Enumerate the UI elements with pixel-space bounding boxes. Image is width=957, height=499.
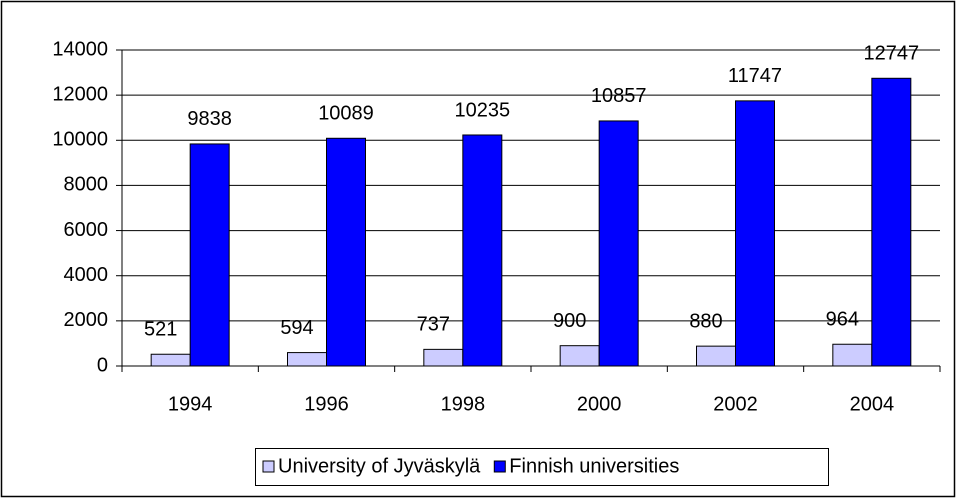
bar bbox=[559, 345, 600, 367]
legend-label: Finnish universities bbox=[509, 455, 679, 477]
x-tick-label: 2000 bbox=[577, 393, 622, 415]
legend-label: University of Jyväskylä bbox=[278, 455, 481, 477]
data-label: 10089 bbox=[318, 103, 374, 125]
data-label: 12747 bbox=[864, 43, 920, 65]
bar bbox=[423, 348, 464, 367]
data-label: 11747 bbox=[728, 65, 782, 87]
bar bbox=[832, 343, 873, 367]
legend-box bbox=[255, 448, 829, 486]
bar bbox=[462, 134, 503, 367]
bar bbox=[326, 137, 366, 367]
bar bbox=[696, 345, 736, 367]
legend-swatch bbox=[262, 460, 275, 473]
data-label: 880 bbox=[689, 310, 722, 332]
bar bbox=[871, 77, 912, 367]
bar bbox=[287, 352, 327, 367]
y-tick-label: 10000 bbox=[52, 129, 108, 151]
data-label: 9838 bbox=[187, 108, 232, 130]
y-tick-label: 0 bbox=[97, 354, 108, 376]
y-tick-label: 2000 bbox=[64, 309, 109, 331]
x-tick-label: 1996 bbox=[304, 393, 349, 415]
y-tick-label: 6000 bbox=[64, 219, 109, 241]
y-tick-label: 4000 bbox=[64, 264, 109, 286]
x-tick-label: 2002 bbox=[713, 393, 758, 415]
x-tick-label: 1994 bbox=[168, 393, 213, 415]
legend-swatch bbox=[493, 460, 506, 473]
data-label: 964 bbox=[826, 309, 859, 331]
bar bbox=[150, 353, 191, 367]
y-tick-label: 8000 bbox=[64, 174, 109, 196]
data-label: 521 bbox=[144, 319, 177, 341]
data-label: 900 bbox=[553, 310, 586, 332]
data-label: 594 bbox=[280, 317, 313, 339]
bar bbox=[189, 143, 230, 367]
data-label: 10857 bbox=[591, 85, 647, 107]
y-tick-label: 14000 bbox=[52, 38, 108, 60]
data-label: 10235 bbox=[455, 99, 511, 121]
y-tick-label: 12000 bbox=[52, 83, 108, 105]
x-tick-label: 1998 bbox=[441, 393, 486, 415]
data-label: 737 bbox=[417, 314, 450, 336]
bar bbox=[735, 100, 775, 367]
bar bbox=[598, 120, 639, 367]
x-tick-label: 2004 bbox=[850, 393, 895, 415]
